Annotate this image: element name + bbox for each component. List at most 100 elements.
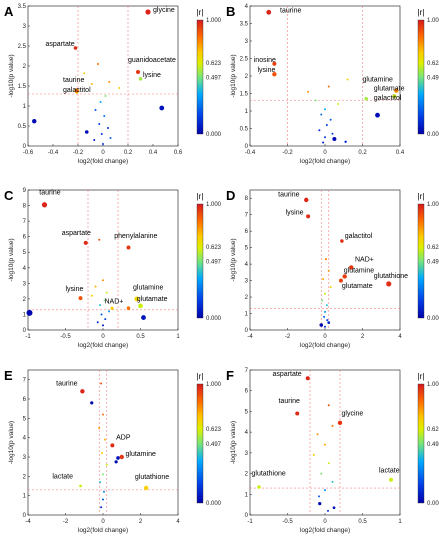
y-tick-label: 2 <box>23 297 27 303</box>
x-tick-label: -0.5 <box>60 334 71 340</box>
y-tick-label: 7 <box>23 219 27 225</box>
y-axis-label: -log10(p value) <box>8 421 15 464</box>
data-point <box>118 87 121 89</box>
data-point <box>318 502 322 506</box>
point-label: taurine <box>280 7 302 14</box>
data-point <box>102 279 104 282</box>
point-glutamate <box>138 303 143 309</box>
y-tick-label: 3 <box>23 455 27 461</box>
y-tick-label: 1 <box>245 312 249 318</box>
data-point <box>324 443 326 446</box>
colorbar-tick-label: 0.000 <box>206 132 222 138</box>
y-tick-label: 4 <box>245 262 249 268</box>
x-tick-label: 0.5 <box>358 519 367 525</box>
axes-box <box>249 369 401 516</box>
point-aspartate <box>73 46 78 50</box>
point-label: taurine <box>279 398 301 405</box>
point-label: NAD+ <box>105 299 124 306</box>
colorbar-tick-label: 0.623 <box>427 61 439 67</box>
x-tick-label: 0.4 <box>396 150 405 156</box>
y-axis-label: -log10(p value) <box>230 421 237 464</box>
point-taurine <box>74 88 80 94</box>
y-tick-label: 5 <box>245 246 249 252</box>
point-label: aspartate <box>46 41 75 48</box>
axes-box <box>249 189 401 331</box>
y-tick-label: 3 <box>245 39 249 45</box>
point-glutathione <box>143 485 149 491</box>
point-label: glutamate <box>342 283 373 290</box>
x-tick-label: 0 <box>101 334 105 340</box>
data-point <box>102 490 105 493</box>
x-tick-label: 0.2 <box>358 150 367 156</box>
data-point <box>327 85 330 88</box>
panel-a: A -0.6 -0.4 -0.2 0 0.2 0.4 0.6 0 0.5 1 1.5 2 2.5 3 3.5 l… <box>4 4 222 165</box>
point-label: glutamine <box>126 451 156 458</box>
x-tick-label: -0.4 <box>245 150 256 156</box>
y-tick-label: 0 <box>245 144 249 150</box>
colorbar-tick-label: 0.623 <box>206 61 222 67</box>
panel-f: F -1 -0.5 0 0.5 1 0 1 2 3 4 5 6 7 log2(fold change) -lo… <box>226 368 439 534</box>
data-point <box>314 99 317 102</box>
y-tick-label: 2.5 <box>18 44 27 50</box>
point-lysine <box>272 72 277 77</box>
data-point <box>332 137 337 141</box>
data-point <box>307 90 310 93</box>
point-label: glutamine <box>133 285 163 292</box>
colorbar-label: |r| <box>197 192 204 201</box>
point-adp <box>110 443 115 448</box>
data-point <box>326 319 329 322</box>
data-point <box>84 130 89 134</box>
data-point <box>26 309 33 316</box>
point-label: taurine <box>278 192 300 199</box>
point-label: glutathione <box>374 273 408 280</box>
y-tick-label: 3 <box>23 24 27 30</box>
point-label: glycine <box>342 411 364 418</box>
x-axis-label: log2(fold change) <box>78 527 128 534</box>
data-point <box>104 318 107 321</box>
point-aspartate <box>83 240 88 245</box>
data-point <box>114 460 118 464</box>
colorbar-label: |r| <box>418 372 425 381</box>
data-point <box>90 294 93 297</box>
colorbar-tick-label: 1.000 <box>206 382 222 388</box>
point-label: guanidoacetate <box>128 57 176 64</box>
colorbar-tick-label: 1.000 <box>427 202 439 208</box>
point-aspartate <box>305 376 310 381</box>
point-taurine <box>304 197 309 203</box>
x-tick-label: 0 <box>323 334 327 340</box>
point-galactitol <box>364 96 369 101</box>
colorbar-tick-label: 0.000 <box>427 501 439 507</box>
x-tick-label: -0.2 <box>282 150 293 156</box>
panel-letter: D <box>226 188 235 203</box>
point-label: aspartate <box>273 371 302 378</box>
y-tick-label: 6 <box>23 235 27 241</box>
data-point <box>327 321 331 324</box>
data-point <box>324 108 326 111</box>
y-tick-label: 2.5 <box>240 57 249 63</box>
data-point <box>104 95 107 97</box>
x-axis-label: log2(fold change) <box>78 342 128 349</box>
x-tick-label: 0.6 <box>174 150 183 156</box>
point-label: glutathione <box>135 474 169 481</box>
data-point <box>324 292 326 295</box>
point-label: lactate <box>379 468 400 475</box>
y-tick-label: 9 <box>23 188 27 194</box>
y-axis-label: -log10(p value) <box>230 54 237 97</box>
data-point <box>102 473 104 476</box>
colorbar <box>417 383 425 504</box>
data-point <box>325 304 328 307</box>
data-point <box>346 78 349 81</box>
x-tick-label: 0.4 <box>149 150 158 156</box>
data-point <box>101 452 104 455</box>
y-tick-label: 8 <box>245 196 249 202</box>
panel-letter: B <box>226 4 235 19</box>
point-label: glutamine <box>344 267 374 274</box>
colorbar-tick-label: 0.497 <box>206 259 222 265</box>
colorbar-tick-label: 1.000 <box>427 382 439 388</box>
point-glutamine <box>342 274 347 279</box>
y-tick-label: 6 <box>23 397 27 403</box>
point-label: NAD+ <box>355 257 374 264</box>
data-point <box>98 238 101 241</box>
data-point <box>320 472 323 475</box>
colorbar-tick-label: 1.000 <box>206 202 222 208</box>
